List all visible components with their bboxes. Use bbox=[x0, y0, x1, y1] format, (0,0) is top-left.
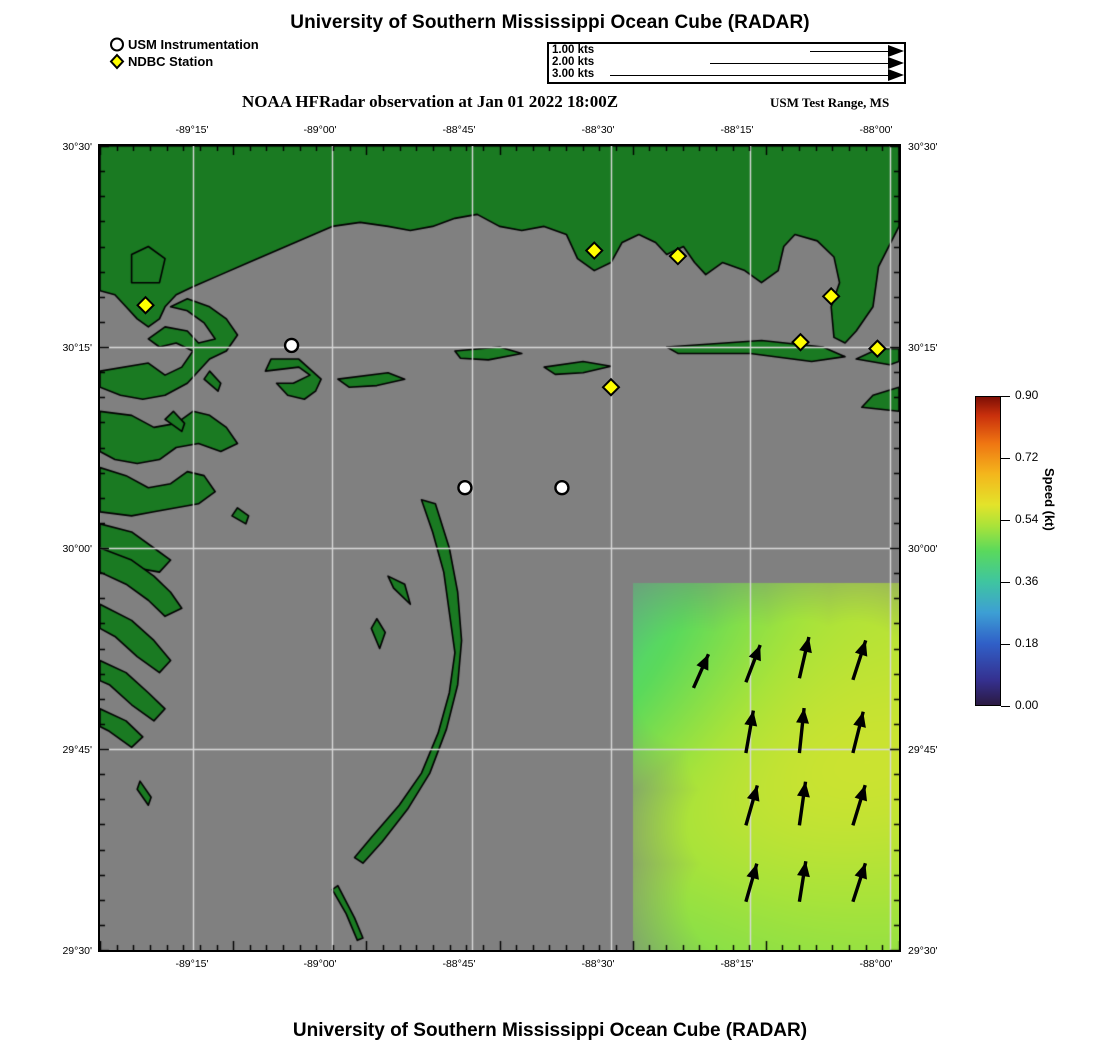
ndbc-station-marker[interactable] bbox=[791, 332, 810, 352]
x-axis-tick-label: -88°00' bbox=[859, 958, 893, 970]
usm-instrumentation-marker[interactable] bbox=[457, 480, 473, 496]
y-axis-tick-label: 30°30' bbox=[908, 141, 938, 153]
current-vector-arrow bbox=[744, 710, 758, 754]
diamond-marker-icon bbox=[108, 53, 128, 70]
scale-arrow-head-2 bbox=[888, 57, 904, 69]
scale-arrow-head-1 bbox=[888, 45, 904, 57]
usm-instrumentation-marker[interactable] bbox=[283, 337, 300, 354]
usm-instrumentation-marker[interactable] bbox=[554, 480, 570, 496]
ndbc-station-marker[interactable] bbox=[601, 377, 621, 397]
current-vector-arrow bbox=[851, 639, 868, 681]
current-vector-arrow bbox=[851, 784, 868, 826]
colorbar-gradient bbox=[975, 396, 1001, 706]
colorbar-tick bbox=[1001, 582, 1010, 583]
hfradar-map-canvas[interactable] bbox=[100, 146, 899, 950]
current-vector-arrow bbox=[691, 653, 711, 689]
y-axis-tick-label: 30°15' bbox=[62, 342, 92, 354]
scale-row-3: 3.00 kts bbox=[549, 68, 904, 81]
scale-arrow-shaft-1 bbox=[810, 51, 888, 52]
legend-row-usm: USM Instrumentation bbox=[108, 36, 259, 53]
page-title: University of Southern Mississippi Ocean… bbox=[290, 12, 810, 33]
vector-scale-legend: 1.00 kts 2.00 kts 3.00 kts bbox=[547, 42, 906, 84]
colorbar-tick bbox=[1001, 706, 1010, 707]
scale-row-1: 1.00 kts bbox=[549, 44, 904, 57]
colorbar-tick bbox=[1001, 396, 1010, 397]
current-vector-arrow bbox=[797, 636, 812, 679]
x-axis-tick-label: -89°00' bbox=[303, 958, 337, 970]
colorbar-tick-label: 0.36 bbox=[1015, 574, 1039, 588]
current-vector-arrow bbox=[797, 860, 810, 903]
legend-row-ndbc: NDBC Station bbox=[108, 53, 259, 70]
colorbar-tick-label: 0.90 bbox=[1015, 388, 1039, 402]
ndbc-station-marker[interactable] bbox=[136, 295, 155, 315]
colorbar: 0.90 0.72 0.54 0.36 0.18 0.00 Speed (kt) bbox=[975, 388, 1057, 712]
map-vector-overlay bbox=[136, 241, 887, 903]
x-axis-tick-label: -89°00' bbox=[303, 124, 337, 136]
current-vector-arrow bbox=[744, 863, 759, 903]
x-axis-tick-label: -88°00' bbox=[859, 124, 893, 136]
current-vector-arrow bbox=[851, 711, 866, 754]
y-axis-tick-label: 29°45' bbox=[908, 744, 938, 756]
x-axis-tick-label: -88°15' bbox=[720, 124, 754, 136]
marker-legend: USM Instrumentation NDBC Station bbox=[108, 36, 259, 70]
y-axis-tick-label: 30°15' bbox=[908, 342, 938, 354]
legend-label-ndbc: NDBC Station bbox=[128, 54, 214, 69]
map-plot-area[interactable] bbox=[98, 144, 901, 952]
colorbar-title: Speed (kt) bbox=[1042, 468, 1057, 531]
y-axis-tick-label: 29°45' bbox=[62, 744, 92, 756]
scale-arrow-shaft-3 bbox=[610, 75, 888, 76]
test-range-label: USM Test Range, MS bbox=[770, 95, 890, 110]
y-axis-tick-label: 30°00' bbox=[908, 543, 938, 555]
colorbar-tick-label: 0.18 bbox=[1015, 636, 1039, 650]
current-vector-arrow bbox=[851, 862, 868, 903]
colorbar-tick-label: 0.00 bbox=[1015, 698, 1039, 712]
current-vector-arrow bbox=[744, 784, 760, 826]
y-axis-tick-label: 30°30' bbox=[62, 141, 92, 153]
colorbar-tick bbox=[1001, 458, 1010, 459]
scale-arrow-shaft-2 bbox=[710, 63, 888, 64]
x-axis-tick-label: -88°30' bbox=[581, 124, 615, 136]
y-axis-tick-label: 29°30' bbox=[62, 945, 92, 957]
x-axis-tick-label: -88°15' bbox=[720, 958, 754, 970]
ndbc-station-marker[interactable] bbox=[821, 286, 841, 306]
y-axis-tick-label: 29°30' bbox=[908, 945, 938, 957]
ndbc-station-marker[interactable] bbox=[584, 241, 604, 260]
observation-subtitle: NOAA HFRadar observation at Jan 01 2022 … bbox=[241, 92, 619, 111]
scale-arrow-head-3 bbox=[888, 69, 904, 81]
footer-title: University of Southern Mississippi Ocean… bbox=[292, 1020, 808, 1041]
ndbc-station-marker[interactable] bbox=[868, 339, 887, 359]
scale-label-2: 2.00 kts bbox=[552, 56, 595, 68]
scale-row-2: 2.00 kts bbox=[549, 56, 904, 69]
colorbar-tick-label: 0.54 bbox=[1015, 512, 1039, 526]
scale-label-1: 1.00 kts bbox=[552, 44, 595, 56]
ndbc-station-marker[interactable] bbox=[668, 246, 688, 266]
current-vector-arrow bbox=[744, 644, 762, 683]
legend-label-usm: USM Instrumentation bbox=[128, 37, 259, 52]
current-vector-arrow bbox=[796, 707, 810, 754]
colorbar-tick bbox=[1001, 644, 1010, 645]
x-axis-tick-label: -88°30' bbox=[581, 958, 615, 970]
circle-marker-icon bbox=[108, 36, 128, 53]
current-vector-arrow bbox=[797, 781, 810, 826]
colorbar-tick bbox=[1001, 520, 1010, 521]
x-axis-tick-label: -89°15' bbox=[175, 958, 209, 970]
x-axis-tick-label: -89°15' bbox=[175, 124, 209, 136]
x-axis-tick-label: -88°45' bbox=[442, 958, 476, 970]
scale-label-3: 3.00 kts bbox=[552, 68, 595, 80]
y-axis-tick-label: 30°00' bbox=[62, 543, 92, 555]
x-axis-tick-label: -88°45' bbox=[442, 124, 476, 136]
colorbar-tick-label: 0.72 bbox=[1015, 450, 1039, 464]
